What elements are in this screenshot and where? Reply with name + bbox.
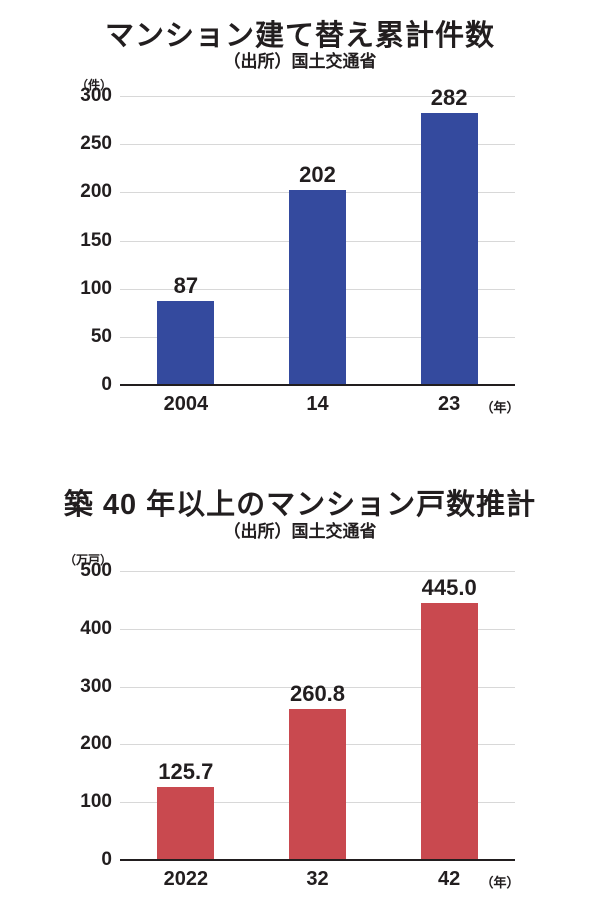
bar-value-label: 87 [173, 273, 199, 299]
y-axis-unit-label: （件） [75, 78, 112, 92]
x-axis-unit-label: （年） [480, 400, 520, 415]
chart-source-label: （出所）国土交通省 [223, 52, 377, 71]
y-tick-label: 200 [80, 181, 112, 203]
chart-source-label: （出所）国土交通省 [223, 522, 377, 541]
chart-title: 築 40 年以上のマンション戸数推計 [63, 489, 537, 521]
x-axis-baseline [120, 859, 515, 861]
gridline [120, 686, 515, 688]
gridline [120, 628, 515, 630]
bar-value-label: 445.0 [421, 574, 477, 600]
chart-title: マンション建て替え累計件数 [104, 20, 495, 52]
y-tick-label: 300 [80, 85, 112, 106]
x-axis-baseline [120, 384, 515, 386]
bar [289, 709, 346, 860]
bar-value-label: 125.7 [158, 759, 214, 785]
y-tick-label: 0 [101, 849, 112, 870]
x-tick-label: 42 [438, 868, 461, 890]
y-tick-label: 100 [80, 277, 112, 299]
bar [157, 301, 215, 385]
x-tick-label: 14 [306, 393, 329, 415]
x-tick-label: 2004 [163, 393, 209, 415]
bar [420, 113, 478, 385]
y-tick-label: 300 [80, 675, 112, 697]
y-tick-label: 200 [80, 733, 112, 755]
x-tick-label: 32 [306, 868, 329, 890]
y-tick-label: 150 [80, 229, 112, 251]
bar [157, 787, 215, 860]
y-axis-unit-label: （万戸） [63, 553, 112, 567]
y-tick-label: 0 [101, 374, 112, 395]
x-tick-label: 23 [438, 393, 461, 415]
x-tick-label: 2022 [163, 868, 209, 890]
plot-area: 0 100 200 300 400 500 125.7 2022 260.8 32 445.0 42 （… [80, 561, 519, 891]
y-tick-label: 100 [80, 791, 112, 813]
y-tick-label: 50 [90, 325, 112, 347]
gridline [120, 96, 515, 97]
bar [289, 190, 346, 385]
bar [420, 602, 478, 860]
gridline [120, 571, 515, 572]
bar-value-label: 202 [299, 162, 336, 188]
x-axis-unit-label: （年） [480, 875, 520, 890]
chart-rebuild-cumulative-count: マンション建て替え累計件数 （出所）国土交通省 （件） 0 50 100 150 200… [75, 20, 520, 416]
y-tick-label: 500 [80, 560, 112, 581]
gridline [120, 144, 515, 146]
chart-condos-over-40-years-estimate: 築 40 年以上のマンション戸数推計 （出所）国土交通省 （万戸） 0 100 20… [0, 455, 600, 900]
bar-value-label: 282 [430, 85, 468, 111]
y-tick-label: 250 [80, 133, 112, 155]
plot-area: 0 50 100 150 200 250 300 87 2004 202 14 282 23 （年） [80, 86, 519, 416]
bar-value-label: 260.8 [289, 681, 346, 707]
y-tick-label: 400 [80, 617, 112, 639]
